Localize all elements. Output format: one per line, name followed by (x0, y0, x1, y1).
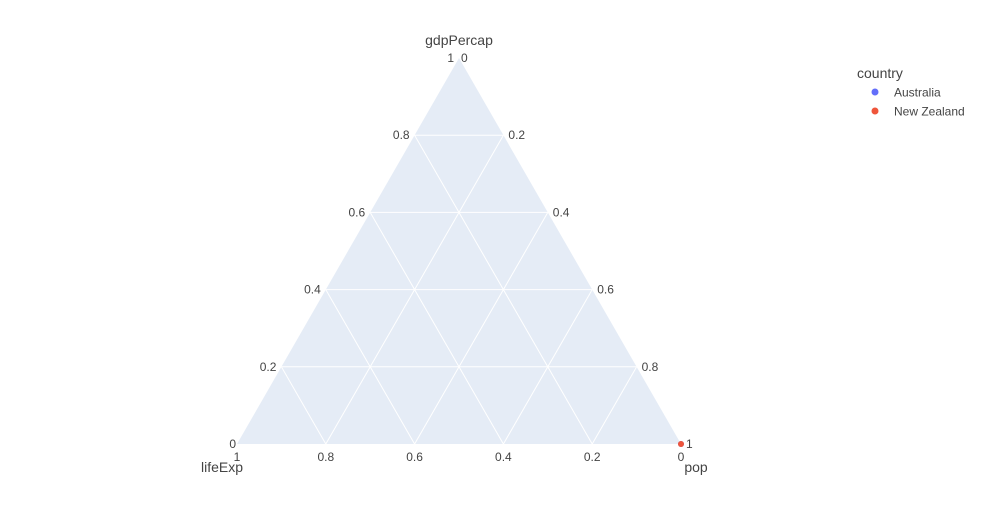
tick-label-pop: 0.2 (508, 128, 525, 142)
tick-label-gdppercap-zero: 0 (229, 437, 236, 451)
axis-title-pop: pop (684, 459, 708, 475)
tick-label-pop: 0.6 (597, 283, 614, 297)
legend: country Australia New Zealand (857, 65, 965, 119)
ternary-plot-area (237, 58, 681, 444)
legend-item-australia[interactable]: Australia (871, 86, 942, 100)
tick-label-lifeexp: 0.8 (317, 450, 334, 464)
tick-label-lifeexp: 0.6 (406, 450, 423, 464)
tick-label-pop: 1 (686, 437, 693, 451)
tick-label-lifeexp-zero: 0 (678, 450, 685, 464)
tick-label-gdppercap: 1 (447, 51, 454, 65)
gridline-pop (591, 366, 638, 445)
gridline-lifeexp (280, 366, 327, 445)
tick-label-gdppercap: 0.2 (260, 360, 277, 374)
tick-label-gdppercap: 0.4 (304, 283, 321, 297)
ternary-tick-labels: 0.20.40.60.8100.20.40.60.8100.20.40.60.8… (229, 51, 693, 464)
data-points (678, 441, 684, 447)
axis-title-lifeexp: lifeExp (201, 459, 243, 475)
legend-marker-australia (871, 88, 879, 96)
axis-title-gdppercap: gdpPercap (425, 32, 493, 48)
tick-label-gdppercap: 0.8 (393, 128, 410, 142)
tick-label-lifeexp: 1 (234, 450, 241, 464)
tick-label-lifeexp: 0.2 (584, 450, 601, 464)
legend-label-new-zealand: New Zealand (894, 105, 965, 119)
tick-label-pop: 0.4 (553, 205, 570, 219)
ternary-grid (280, 134, 638, 445)
tick-label-gdppercap: 0.6 (349, 205, 366, 219)
tick-label-pop: 0.8 (642, 360, 659, 374)
legend-title: country (857, 65, 903, 81)
gridline-lifeexp (369, 212, 504, 445)
gridline-pop (414, 212, 549, 445)
gridline-lifeexp (325, 289, 416, 445)
data-point-new-zealand[interactable] (678, 441, 684, 447)
legend-marker-new-zealand (871, 107, 879, 115)
legend-item-new-zealand[interactable]: New Zealand (871, 105, 965, 119)
legend-label-australia: Australia (894, 86, 941, 100)
tick-label-pop-zero: 0 (461, 51, 468, 65)
tick-label-lifeexp: 0.4 (495, 450, 512, 464)
gridline-pop (502, 289, 593, 445)
